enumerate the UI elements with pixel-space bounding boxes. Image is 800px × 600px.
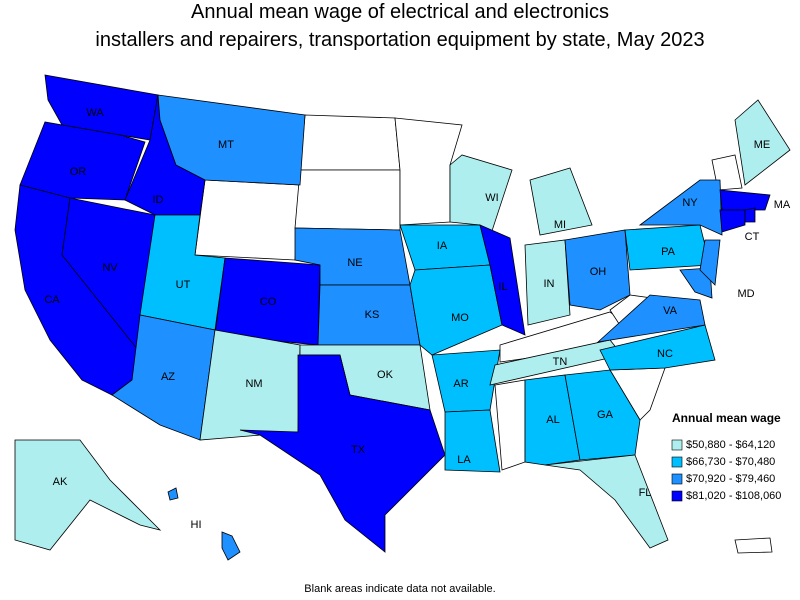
state xyxy=(239,354,446,553)
state-label: KS xyxy=(365,309,380,321)
state-label: GA xyxy=(597,409,614,421)
legend: Annual mean wage $50,880 - $64,120 $66,73… xyxy=(671,411,781,502)
state xyxy=(564,229,631,311)
state-label: WA xyxy=(86,107,104,119)
state xyxy=(524,239,571,326)
state-label: TX xyxy=(351,444,366,456)
state-label: IL xyxy=(498,281,507,293)
state-label: FL xyxy=(639,487,652,499)
state-label: CO xyxy=(260,296,277,308)
state-label: OK xyxy=(377,369,394,381)
state xyxy=(564,369,641,461)
state-label: NC xyxy=(657,348,673,360)
state-label: IA xyxy=(437,240,448,252)
state xyxy=(409,264,503,356)
legend-title: Annual mean wage xyxy=(672,411,781,425)
state-label: MA xyxy=(774,199,791,211)
state xyxy=(719,189,771,211)
state-label: AK xyxy=(53,476,68,488)
state xyxy=(638,179,723,236)
legend-label: $50,880 - $64,120 xyxy=(686,439,775,451)
state-label: LA xyxy=(457,454,471,466)
legend-label: $66,730 - $70,480 xyxy=(686,456,775,468)
state-blank xyxy=(294,169,401,231)
state xyxy=(544,454,669,549)
state-label: UT xyxy=(176,279,191,291)
state xyxy=(479,224,526,336)
state-label: OH xyxy=(590,266,607,278)
state-label: MD xyxy=(737,288,754,300)
state-blank xyxy=(299,114,401,171)
state-label: OR xyxy=(70,166,87,178)
legend-swatch xyxy=(671,490,683,502)
footnote: Blank areas indicate data not available. xyxy=(304,583,495,595)
state-label: AL xyxy=(546,414,559,426)
state-label: TN xyxy=(553,356,568,368)
state-blank xyxy=(734,537,773,554)
state-label: NV xyxy=(102,262,118,274)
state xyxy=(167,487,241,561)
state-label: HI xyxy=(191,519,202,531)
state-label: MI xyxy=(554,219,566,231)
state-label: ME xyxy=(754,139,771,151)
state xyxy=(529,167,593,236)
state-label: AR xyxy=(453,378,468,390)
state xyxy=(14,439,162,551)
legend-swatch xyxy=(671,456,683,468)
state xyxy=(734,99,791,186)
legend-swatch xyxy=(671,473,683,485)
state xyxy=(596,294,706,343)
legend-label: $81,020 - $108,060 xyxy=(686,490,781,502)
state-label: VA xyxy=(663,305,678,317)
state-label: NE xyxy=(347,257,362,269)
state-blank xyxy=(494,379,526,471)
state-label: NM xyxy=(245,378,262,390)
state xyxy=(744,207,756,223)
legend-label: $70,920 - $79,460 xyxy=(686,473,775,485)
state-label: ID xyxy=(153,194,164,206)
state-label: AZ xyxy=(161,371,175,383)
state-label: MO xyxy=(451,312,469,324)
state-label: PA xyxy=(661,246,676,258)
state xyxy=(719,209,746,233)
state xyxy=(524,374,581,466)
state xyxy=(157,94,306,186)
state-label: CT xyxy=(745,231,760,243)
title-continuation: installers and repairers, transportation… xyxy=(95,29,704,51)
state-label: MT xyxy=(218,139,234,151)
state-label: NY xyxy=(682,197,698,209)
state-label: CA xyxy=(44,294,60,306)
legend-swatch xyxy=(671,439,683,451)
state-label: WI xyxy=(485,192,498,204)
title-line: Annual mean wage of electrical and elect… xyxy=(191,1,609,23)
state-label: IN xyxy=(544,278,555,290)
states: WA OR CA NV ID MT UT CO AZ NM NE KS OK TX IA MO AR LA WI IL… xyxy=(14,74,791,561)
state xyxy=(444,409,501,473)
state xyxy=(599,324,716,371)
state-blank xyxy=(194,179,301,261)
state xyxy=(699,239,721,286)
